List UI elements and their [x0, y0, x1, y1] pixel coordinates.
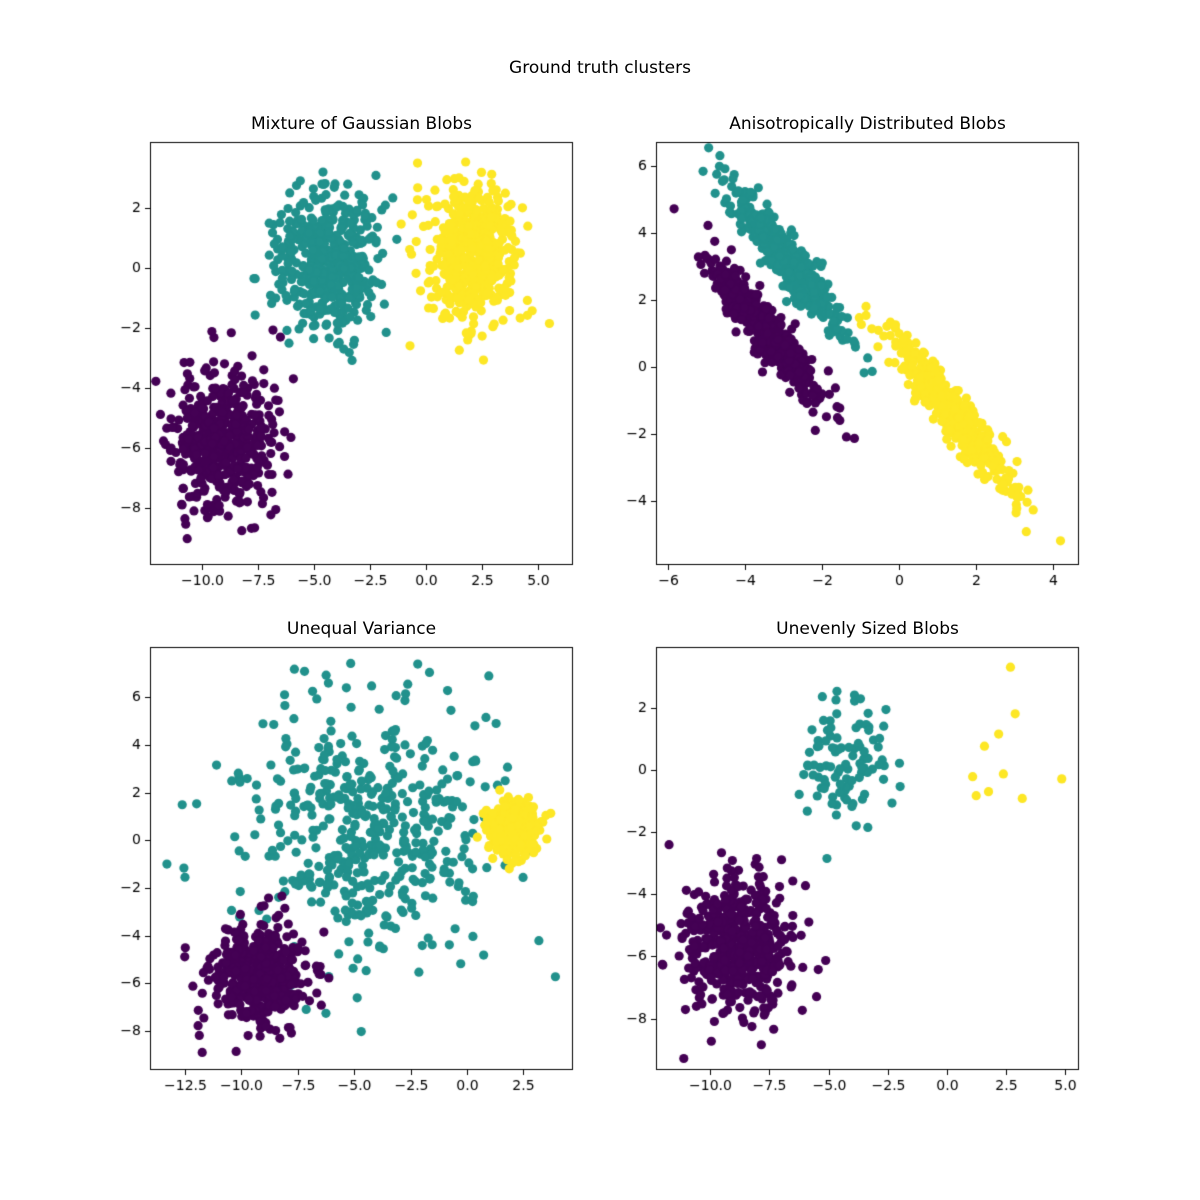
subplot-title-mixture-of-gaussian-blobs: Mixture of Gaussian Blobs [251, 114, 472, 134]
subplot-title-unequal-variance: Unequal Variance [286, 619, 437, 639]
figure-title: Ground truth clusters [509, 58, 691, 78]
subplot-title-anisotropically-distributed-blobs: Anisotropically Distributed Blobs [729, 114, 1006, 134]
subplot-title-unevenly-sized-blobs: Unevenly Sized Blobs [776, 619, 959, 639]
